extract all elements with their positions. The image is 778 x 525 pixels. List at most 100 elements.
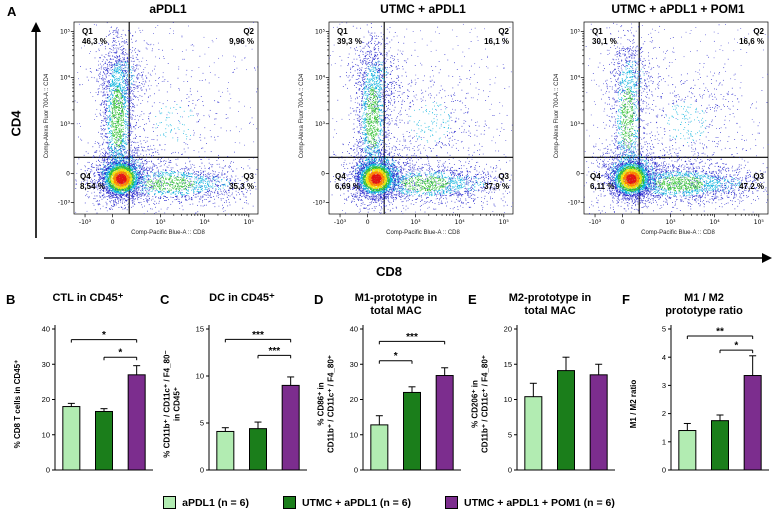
quadrant-q4: Q4 6,69 % <box>335 172 360 191</box>
svg-text:**: ** <box>716 327 724 338</box>
svg-text:3: 3 <box>662 381 666 390</box>
panel-letter-a: A <box>7 4 17 19</box>
flow-plot-title: UTMC + aPDL1 <box>380 2 466 16</box>
svg-text:***: *** <box>406 332 418 343</box>
panel-d-m1: D M1-prototype in total MAC % CD86⁺ in C… <box>314 292 464 488</box>
panel-title: DC in CD45⁺ <box>209 292 275 304</box>
panel-letter-c: C <box>160 292 170 307</box>
y-axis-label-wrap: % CD206⁺ in CD11b⁺ / CD11c⁺ / F4_80⁺ <box>470 354 489 454</box>
cd8-axis-label: CD8 <box>375 264 402 279</box>
quadrant-q1: Q1 39,3 % <box>337 27 362 46</box>
svg-text:0: 0 <box>508 466 512 475</box>
legend-item-apdl1: aPDL1 (n = 6) <box>163 496 249 509</box>
svg-text:5: 5 <box>508 430 512 439</box>
panel-title: M1-prototype in total MAC <box>354 292 438 317</box>
svg-text:2: 2 <box>662 409 666 418</box>
quadrant-q4: Q4 8,54 % <box>80 172 105 191</box>
flow-plot-title: aPDL1 <box>149 2 187 16</box>
svg-text:1: 1 <box>662 437 666 446</box>
panel-title: CTL in CD45⁺ <box>52 292 124 304</box>
svg-text:40: 40 <box>350 325 358 334</box>
flow-y-axis-label: Comp-Alexa Fluor 700-A :: CD4 <box>44 73 50 158</box>
legend-item-utmc-apdl1-pom1: UTMC + aPDL1 + POM1 (n = 6) <box>445 496 615 509</box>
legend-item-utmc-apdl1: UTMC + aPDL1 (n = 6) <box>282 496 412 509</box>
legend-swatch-utmc-apdl1-pom1 <box>445 496 459 509</box>
legend-label: aPDL1 (n = 6) <box>182 496 249 509</box>
legend-swatch-apdl1 <box>163 496 177 509</box>
flow-plot-apdl1: aPDL1 Comp-Alexa Fluor 700-A :: CD4 Q1 46… <box>42 2 264 236</box>
quadrant-q2: Q2 16,1 % <box>484 27 509 46</box>
panel-letter-b: B <box>6 292 16 307</box>
quadrant-q3: Q3 35,3 % <box>229 172 254 191</box>
bar-chart-m2: 0 5 10 15 20 <box>504 325 615 475</box>
bar-chart-ctl: 0 10 20 30 40 * * <box>42 325 153 475</box>
svg-text:10: 10 <box>196 372 204 381</box>
svg-text:0: 0 <box>46 466 50 475</box>
panel-letter-e: E <box>468 292 477 307</box>
quadrant-q4: Q4 6,11 % <box>590 172 615 191</box>
svg-text:*: * <box>102 330 106 341</box>
flow-scatter-canvas <box>52 18 264 230</box>
svg-text:30: 30 <box>350 360 358 369</box>
svg-text:10: 10 <box>504 395 512 404</box>
svg-text:10: 10 <box>42 430 50 439</box>
panel-letter-d: D <box>314 292 324 307</box>
svg-text:30: 30 <box>42 360 50 369</box>
legend: aPDL1 (n = 6) UTMC + aPDL1 (n = 6) UTMC … <box>0 496 778 509</box>
panel-a: A CD4 aPDL1 Comp-Alexa Fluor 700-A :: CD… <box>7 2 774 279</box>
panel-f-ratio: F M1 / M2 prototype ratio M1 / M2 ratio … <box>622 292 772 488</box>
y-axis-label-wrap: % CD11b⁺ / CD11c⁺ / F4_80⁻ in CD45⁺ <box>162 350 181 458</box>
svg-text:10: 10 <box>350 430 358 439</box>
panel-b-ctl: B CTL in CD45⁺ % CD8 T cells in CD45⁺ 0 1… <box>6 292 156 488</box>
svg-text:4: 4 <box>662 353 666 362</box>
svg-text:20: 20 <box>350 395 358 404</box>
svg-text:***: *** <box>268 346 280 357</box>
flow-plot-utmc-apdl1: UTMC + aPDL1 Comp-Alexa Fluor 700-A :: C… <box>297 2 519 236</box>
panel-letter-f: F <box>622 292 630 307</box>
flow-plots-row: aPDL1 Comp-Alexa Fluor 700-A :: CD4 Q1 46… <box>42 2 774 236</box>
quadrant-q3: Q3 37,9 % <box>484 172 509 191</box>
flow-scatter-canvas <box>562 18 774 230</box>
panel-title: M2-prototype in total MAC <box>508 292 592 317</box>
panel-title: M1 / M2 prototype ratio <box>665 292 743 317</box>
svg-text:15: 15 <box>504 360 512 369</box>
cd4-axis-label: CD4 <box>8 110 24 137</box>
svg-text:40: 40 <box>42 325 50 334</box>
quadrant-q1: Q1 46,3 % <box>82 27 107 46</box>
flow-x-axis-label: Comp-Pacific Blue-A :: CD8 <box>641 230 715 236</box>
svg-text:0: 0 <box>200 466 204 475</box>
svg-text:*: * <box>394 351 398 362</box>
flow-x-axis-label: Comp-Pacific Blue-A :: CD8 <box>386 230 460 236</box>
flow-plot-utmc-apdl1-pom1: UTMC + aPDL1 + POM1 Comp-Alexa Fluor 700… <box>552 2 774 236</box>
svg-text:5: 5 <box>200 419 204 428</box>
cd8-axis-arrow-icon <box>44 253 772 263</box>
svg-text:15: 15 <box>196 325 204 334</box>
panel-c-dc: C DC in CD45⁺ % CD11b⁺ / CD11c⁺ / F4_80⁻… <box>160 292 310 488</box>
cd4-axis-arrow-icon <box>31 22 41 238</box>
bar-panels-row: B CTL in CD45⁺ % CD8 T cells in CD45⁺ 0 1… <box>0 292 778 488</box>
y-axis-label-wrap: M1 / M2 ratio <box>629 379 639 429</box>
flow-plot-title: UTMC + aPDL1 + POM1 <box>611 2 745 16</box>
svg-text:0: 0 <box>354 466 358 475</box>
quadrant-q2: Q2 16,6 % <box>739 27 764 46</box>
quadrant-q1: Q1 30,1 % <box>592 27 617 46</box>
flow-x-axis-label: Comp-Pacific Blue-A :: CD8 <box>131 230 205 236</box>
quadrant-q3: Q3 47,2 % <box>739 172 764 191</box>
svg-text:20: 20 <box>504 325 512 334</box>
svg-text:5: 5 <box>662 325 666 334</box>
svg-text:20: 20 <box>42 395 50 404</box>
svg-text:***: *** <box>252 330 264 341</box>
flow-scatter-canvas <box>307 18 519 230</box>
svg-text:*: * <box>734 341 738 352</box>
y-axis-label-wrap: % CD8 T cells in CD45⁺ <box>13 359 23 449</box>
panel-e-m2: E M2-prototype in total MAC % CD206⁺ in … <box>468 292 618 488</box>
legend-swatch-utmc-apdl1 <box>282 496 296 509</box>
flow-y-axis-label: Comp-Alexa Fluor 700-A :: CD4 <box>299 73 305 158</box>
svg-text:*: * <box>118 348 122 359</box>
svg-text:0: 0 <box>662 466 666 475</box>
quadrant-q2: Q2 9,96 % <box>229 27 254 46</box>
legend-label: UTMC + aPDL1 (n = 6) <box>301 496 412 509</box>
